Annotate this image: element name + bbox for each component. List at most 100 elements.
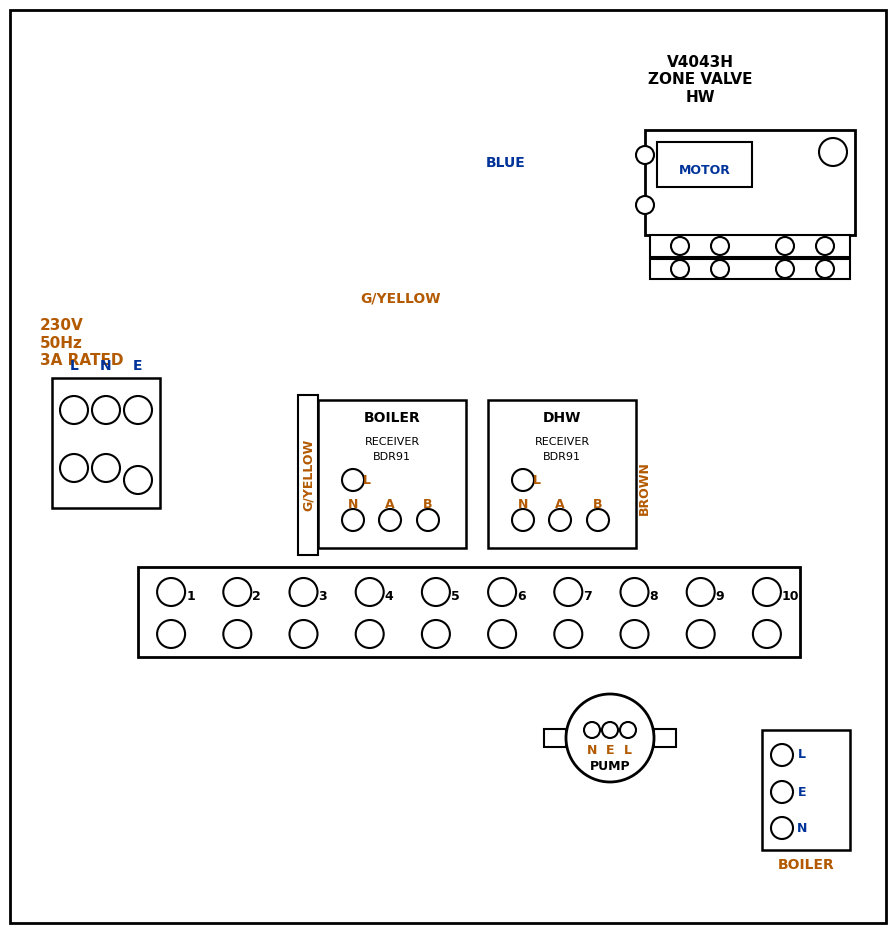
Circle shape — [771, 781, 793, 803]
Circle shape — [686, 578, 715, 606]
Bar — [544, 729, 566, 747]
Text: MOTOR: MOTOR — [678, 163, 730, 176]
Bar — [488, 400, 636, 548]
Text: 8: 8 — [650, 591, 659, 604]
Bar — [52, 378, 160, 508]
Circle shape — [621, 620, 649, 648]
Text: BDR91: BDR91 — [543, 452, 581, 462]
Text: B: B — [423, 497, 433, 510]
Circle shape — [636, 196, 654, 214]
Circle shape — [512, 469, 534, 491]
Circle shape — [753, 620, 781, 648]
Circle shape — [223, 620, 251, 648]
Circle shape — [92, 396, 120, 424]
Circle shape — [356, 620, 383, 648]
Circle shape — [776, 260, 794, 278]
Text: B: B — [593, 497, 603, 510]
Text: L: L — [533, 474, 541, 486]
Circle shape — [587, 509, 609, 531]
Circle shape — [124, 396, 152, 424]
Text: L: L — [70, 359, 79, 373]
Text: 2: 2 — [253, 591, 261, 604]
Text: G/YELLOW: G/YELLOW — [360, 291, 441, 305]
Text: G/YELLOW: G/YELLOW — [301, 439, 314, 511]
Text: 1: 1 — [186, 591, 194, 604]
Text: N: N — [797, 821, 807, 834]
Text: L: L — [363, 474, 371, 486]
Circle shape — [157, 620, 185, 648]
Circle shape — [621, 578, 649, 606]
Circle shape — [422, 620, 450, 648]
Text: 4: 4 — [384, 591, 393, 604]
Bar — [645, 130, 855, 235]
Circle shape — [771, 817, 793, 839]
Circle shape — [620, 722, 636, 738]
Text: 3: 3 — [318, 591, 327, 604]
Text: DHW: DHW — [543, 411, 582, 425]
Circle shape — [771, 744, 793, 766]
Circle shape — [488, 578, 516, 606]
Circle shape — [816, 237, 834, 255]
Text: E: E — [606, 744, 615, 757]
Text: 230V
50Hz
3A RATED: 230V 50Hz 3A RATED — [40, 318, 124, 368]
Circle shape — [289, 578, 317, 606]
Text: A: A — [556, 497, 564, 510]
Circle shape — [549, 509, 571, 531]
Bar — [657, 142, 752, 187]
Text: RECEIVER: RECEIVER — [534, 437, 590, 447]
Text: N: N — [587, 744, 598, 757]
Circle shape — [60, 396, 88, 424]
Circle shape — [753, 578, 781, 606]
Text: 6: 6 — [517, 591, 526, 604]
Text: L: L — [798, 748, 806, 761]
Circle shape — [566, 694, 654, 782]
Text: BOILER: BOILER — [778, 858, 834, 872]
Circle shape — [512, 509, 534, 531]
Circle shape — [636, 146, 654, 164]
Circle shape — [92, 454, 120, 482]
Text: E: E — [797, 786, 806, 799]
Text: BOILER: BOILER — [364, 411, 420, 425]
Circle shape — [60, 454, 88, 482]
Circle shape — [711, 237, 729, 255]
Text: N: N — [100, 359, 112, 373]
Bar — [138, 567, 800, 657]
Text: V4043H
ZONE VALVE
HW: V4043H ZONE VALVE HW — [648, 55, 753, 104]
Text: RECEIVER: RECEIVER — [365, 437, 419, 447]
Circle shape — [602, 722, 618, 738]
Circle shape — [379, 509, 401, 531]
Circle shape — [686, 620, 715, 648]
Circle shape — [555, 578, 582, 606]
Text: 5: 5 — [451, 591, 460, 604]
Circle shape — [555, 620, 582, 648]
Circle shape — [356, 578, 383, 606]
Circle shape — [422, 578, 450, 606]
Circle shape — [289, 620, 317, 648]
Circle shape — [417, 509, 439, 531]
Bar — [650, 235, 850, 257]
Text: BROWN: BROWN — [637, 461, 650, 515]
Circle shape — [819, 138, 847, 166]
Circle shape — [157, 578, 185, 606]
Bar — [298, 395, 318, 555]
Circle shape — [711, 260, 729, 278]
Text: N: N — [348, 497, 358, 510]
Circle shape — [223, 578, 251, 606]
Bar — [654, 729, 676, 747]
Circle shape — [342, 469, 364, 491]
Text: BLUE: BLUE — [487, 156, 526, 170]
Circle shape — [776, 237, 794, 255]
Text: 10: 10 — [782, 591, 799, 604]
Text: E: E — [134, 359, 142, 373]
Circle shape — [816, 260, 834, 278]
Bar — [318, 400, 466, 548]
Circle shape — [124, 466, 152, 494]
Circle shape — [671, 260, 689, 278]
Circle shape — [584, 722, 600, 738]
Text: 7: 7 — [583, 591, 592, 604]
Text: BDR91: BDR91 — [373, 452, 411, 462]
Text: N: N — [518, 497, 528, 510]
Text: 9: 9 — [716, 591, 724, 604]
Circle shape — [671, 237, 689, 255]
Text: A: A — [385, 497, 395, 510]
